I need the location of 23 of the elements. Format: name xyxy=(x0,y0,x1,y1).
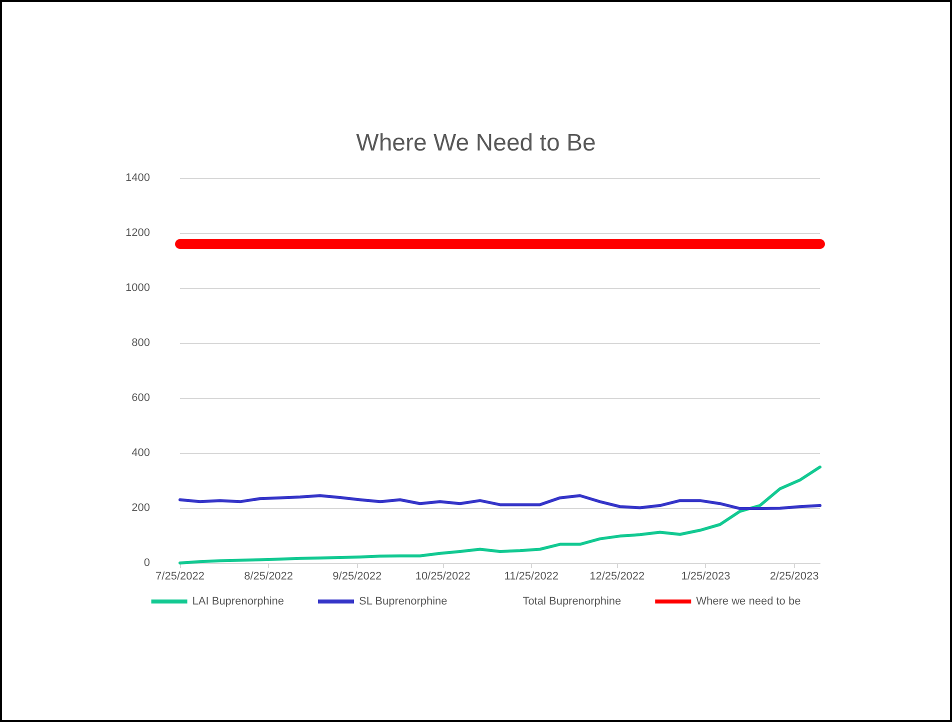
legend-label: Where we need to be xyxy=(696,596,801,608)
y-tick-label: 600 xyxy=(132,392,150,404)
y-tick-label: 1400 xyxy=(126,172,150,184)
x-tick-label: 11/25/2022 xyxy=(504,570,559,582)
x-tick-label: 2/25/2023 xyxy=(770,570,819,582)
x-tick-label: 9/25/2022 xyxy=(332,570,382,582)
x-tick-label: 8/25/2022 xyxy=(244,570,294,582)
text: Total Buprenorphine xyxy=(522,596,622,608)
y-tick-label: 400 xyxy=(132,447,150,459)
line-series xyxy=(178,466,822,564)
y-tick-label: 800 xyxy=(132,337,150,349)
line-series xyxy=(178,494,822,510)
x-tick-label: 1/25/2023 xyxy=(681,570,730,582)
legend-label: SL Buprenorphine xyxy=(359,596,448,608)
x-tick-label: 10/25/2022 xyxy=(415,570,470,582)
y-tick-label: 200 xyxy=(132,502,150,514)
x-tick-label: 12/25/2022 xyxy=(590,570,645,582)
x-tick-label: 7/25/2022 xyxy=(156,570,204,582)
chart-title: Where We Need to Be xyxy=(356,130,596,156)
y-tick-label: 1200 xyxy=(126,227,150,239)
legend-label: LAI Buprenorphine xyxy=(192,596,284,608)
y-tick-label: 1000 xyxy=(126,282,150,294)
y-tick-label: 0 xyxy=(144,557,150,569)
